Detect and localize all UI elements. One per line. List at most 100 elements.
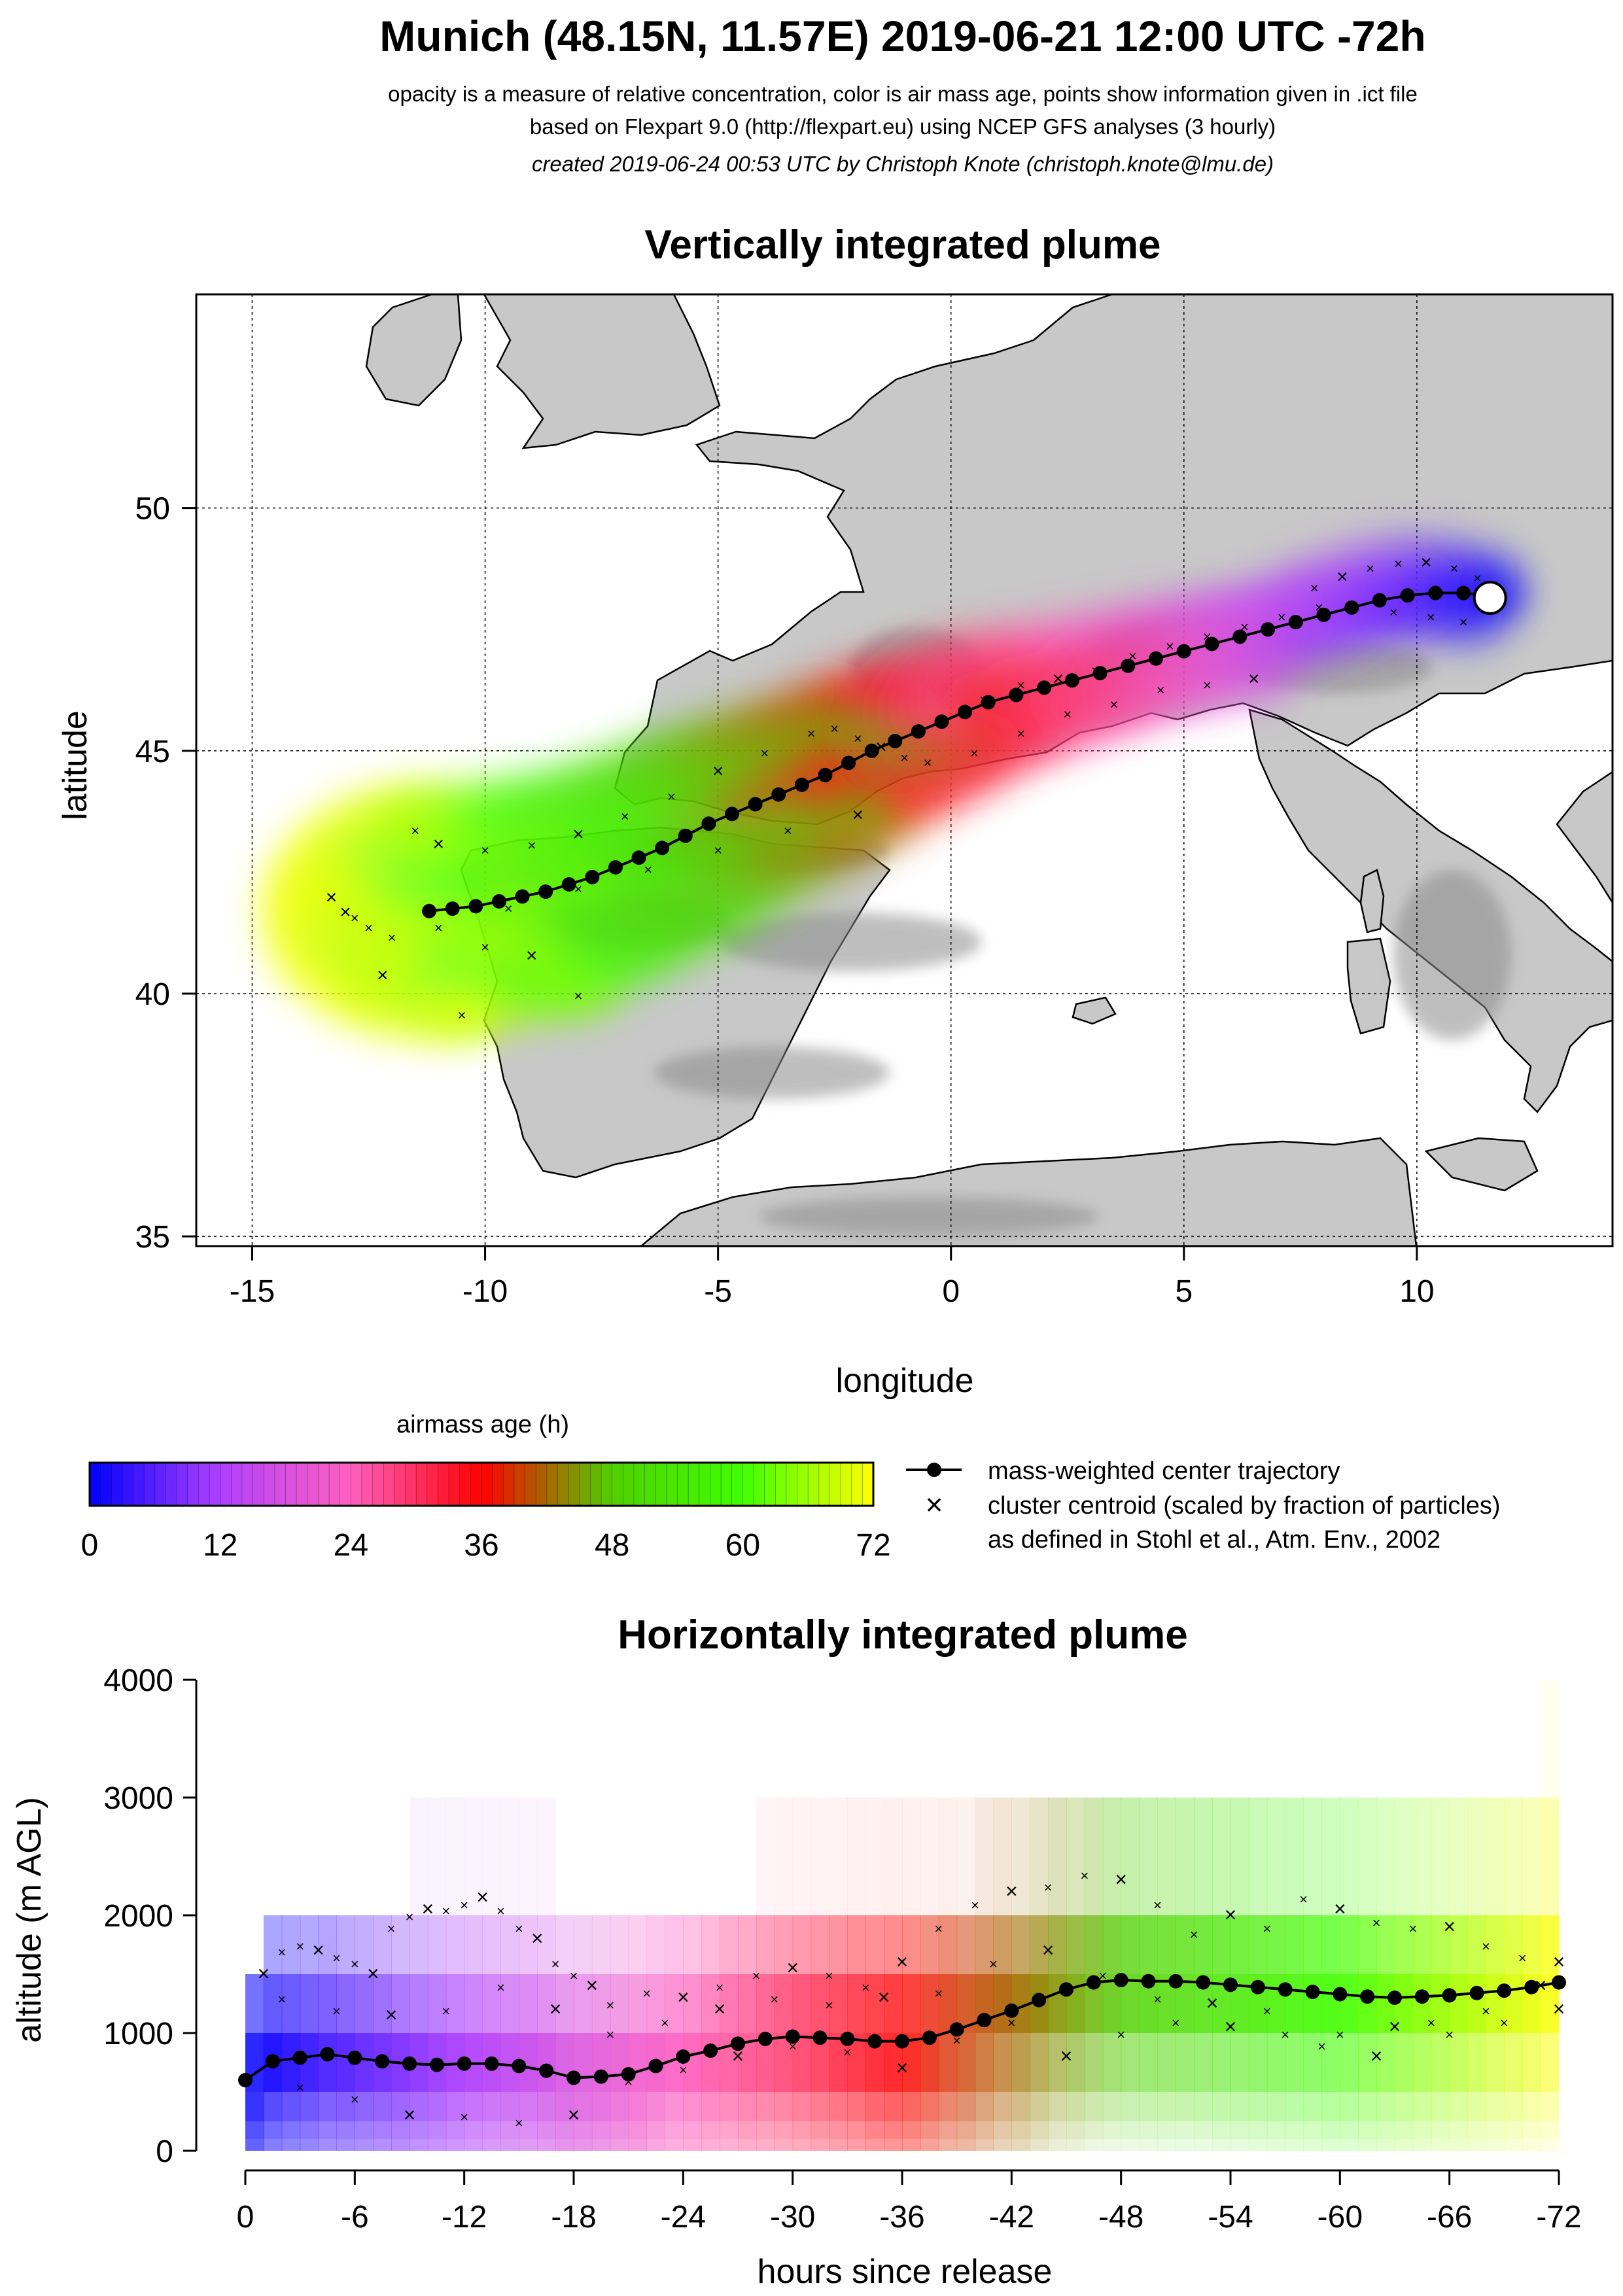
map-cluster-centroid: ×	[527, 837, 536, 854]
altitude-plume-cell	[829, 2092, 848, 2121]
altitude-center-trajectory-point	[238, 2073, 253, 2087]
altitude-cluster-centroid: ×	[367, 1962, 379, 1985]
altitude-plume-cell	[628, 1915, 648, 1974]
altitude-plume-cells	[245, 1680, 1560, 2151]
altitude-plume-cell	[811, 2121, 830, 2139]
map-center-trajectory-point	[608, 860, 623, 875]
altitude-plume-cell	[1248, 2139, 1268, 2151]
altitude-plume-cell	[847, 2139, 866, 2151]
altitude-plume-cell	[1157, 2033, 1176, 2092]
altitude-plume-cell	[847, 1798, 866, 1915]
map-center-trajectory-point	[818, 767, 833, 782]
map-center-trajectory-point	[1232, 629, 1248, 644]
altitude-plume-cell	[1358, 2092, 1377, 2121]
altitude-plume-cell	[902, 1915, 921, 1974]
altitude-plume-cell	[1212, 1915, 1231, 1974]
altitude-plume-cell	[574, 1915, 593, 1974]
altitude-plume-cell	[281, 2092, 301, 2121]
altitude-plume-cell	[701, 1915, 720, 1974]
altitude-x-tick-label: -54	[1208, 2200, 1253, 2235]
colorbar-cell	[644, 1462, 657, 1506]
altitude-cluster-centroid: ×	[786, 1956, 799, 1979]
map-center-trajectory-point	[724, 807, 739, 822]
altitude-plume-cell	[464, 2139, 483, 2151]
land-balearics	[1072, 996, 1117, 1025]
map-center-trajectory-point	[981, 695, 996, 710]
legend-cluster-swatch: ×	[926, 1487, 943, 1522]
altitude-plume-cell	[1102, 2121, 1122, 2139]
altitude-plume-cell	[1157, 1798, 1176, 1915]
altitude-plume-cell	[1358, 2121, 1377, 2139]
altitude-plume-cell	[975, 2121, 994, 2139]
altitude-x-tick-label: -60	[1318, 2200, 1363, 2235]
altitude-plume-cell	[1449, 2033, 1469, 2092]
colorbar-cell	[253, 1462, 265, 1506]
altitude-center-trajectory-point	[1387, 1991, 1402, 2005]
altitude-plume-cell	[1139, 2033, 1159, 2092]
altitude-x-tick-label: -6	[341, 2200, 369, 2235]
altitude-plume-cell	[756, 2139, 775, 2151]
altitude-cluster-centroid: ×	[586, 1974, 599, 1997]
altitude-plume-cell	[445, 2092, 465, 2121]
altitude-plume-cell	[902, 2121, 921, 2139]
altitude-plume-cell	[537, 2139, 556, 2151]
map-x-tick-label: 5	[1175, 1274, 1193, 1309]
altitude-plume-cell	[410, 1974, 428, 2033]
plume-blob	[818, 788, 898, 841]
altitude-plume-cell	[1084, 1798, 1104, 1915]
altitude-cluster-centroid: ×	[661, 2015, 669, 2031]
altitude-plume-cell	[1194, 2121, 1213, 2139]
altitude-plume-cell	[1340, 2092, 1359, 2121]
altitude-plume-cell	[865, 1915, 884, 1974]
altitude-plume-cell	[373, 2121, 392, 2139]
altitude-center-trajectory-point	[539, 2063, 554, 2078]
map-cluster-centroid: ×	[364, 920, 373, 936]
altitude-x-tick-label: -66	[1427, 2200, 1472, 2235]
altitude-plume-cell	[1230, 2121, 1249, 2139]
altitude-plume-cell	[464, 1974, 483, 2033]
altitude-plume-cell	[1303, 2092, 1323, 2121]
plume-blob	[748, 802, 828, 855]
map-cluster-centroid: ×	[760, 745, 769, 761]
altitude-plume-cell	[774, 1974, 794, 2033]
altitude-plume-cell	[1303, 1798, 1323, 1915]
altitude-plume-cell	[591, 1915, 611, 1974]
altitude-plume-cell	[1194, 1915, 1213, 1974]
colorbar-cell	[351, 1462, 362, 1506]
altitude-x-tick-label: -36	[879, 2200, 924, 2235]
altitude-plume-cell	[355, 1974, 374, 2033]
altitude-plume-cell	[373, 1974, 392, 2033]
altitude-plume-cell	[1431, 1798, 1450, 1915]
altitude-plume-cell	[884, 2139, 903, 2151]
altitude-plume-cell	[720, 1915, 739, 1974]
altitude-cluster-centroid: ×	[1060, 2044, 1073, 2068]
colorbar-tick-label: 12	[203, 1528, 237, 1563]
altitude-plume-cell	[610, 1915, 629, 1974]
altitude-plume-cell	[720, 1974, 739, 2033]
altitude-center-trajectory-point	[676, 2049, 691, 2064]
altitude-plume-cell	[1048, 2139, 1067, 2151]
altitude-plume-cell	[920, 1798, 939, 1915]
altitude-plume-cell	[811, 1974, 830, 2033]
altitude-cluster-centroid: ×	[497, 1903, 505, 1919]
altitude-center-trajectory-point	[1360, 1989, 1375, 2004]
altitude-plume-cell	[792, 1915, 812, 1974]
altitude-plume-cell	[1522, 1915, 1541, 1974]
altitude-plume-cell	[1248, 1798, 1268, 1915]
colorbar-cell	[285, 1462, 297, 1506]
land-sicily	[1424, 1137, 1539, 1192]
altitude-center-trajectory-point	[1168, 1974, 1183, 1989]
altitude-plume-cell	[281, 2139, 301, 2151]
altitude-cluster-centroid: ×	[1172, 2015, 1180, 2031]
altitude-cluster-centroid: ×	[1370, 2044, 1383, 2068]
map-center-trajectory-point	[1344, 600, 1359, 615]
map-cluster-centroid: ×	[1394, 555, 1403, 572]
map-cluster-centroid: ×	[1166, 638, 1174, 654]
map-center-trajectory-point	[888, 733, 903, 748]
altitude-plume-cell	[865, 2092, 884, 2121]
altitude-cluster-centroid: ×	[825, 1997, 833, 2013]
altitude-center-trajectory-point	[1469, 1985, 1484, 2000]
altitude-plume-cell	[938, 2033, 958, 2092]
altitude-plume-cell	[610, 2092, 629, 2121]
altitude-plume-cell	[938, 1798, 958, 1915]
